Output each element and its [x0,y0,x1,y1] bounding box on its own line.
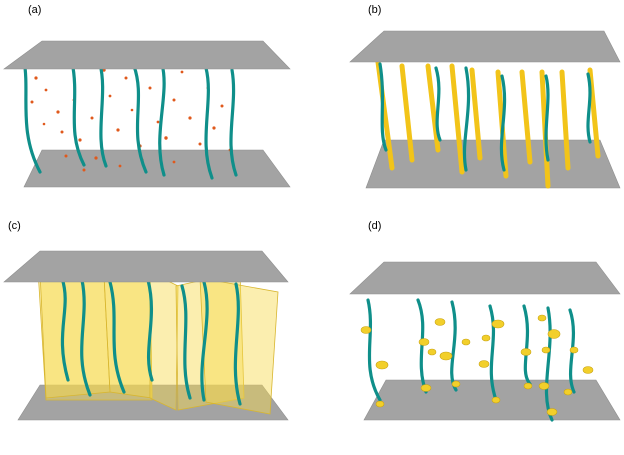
panel-label-b: (b) [368,4,381,16]
panel-a: (a) [3,4,291,188]
fibers-b [378,62,592,172]
panel-label-c: (c) [8,220,21,232]
panel-label-a: (a) [28,4,41,16]
sheets-c [37,269,279,415]
top-plate-d [349,261,621,295]
defect-blobs-d [360,314,594,416]
fibers-c [60,276,242,406]
panel-b: (b) [349,4,621,189]
top-plate-c [3,250,289,283]
panel-label-d: (d) [368,220,381,232]
top-plate-a [3,40,291,70]
bottom-plate-b [365,139,621,189]
panel-d: (d) [349,220,621,422]
bottom-plate-a [23,149,291,188]
fibers-a [22,58,238,180]
top-plate-b [349,30,621,63]
panel-c: (c) [3,220,289,421]
